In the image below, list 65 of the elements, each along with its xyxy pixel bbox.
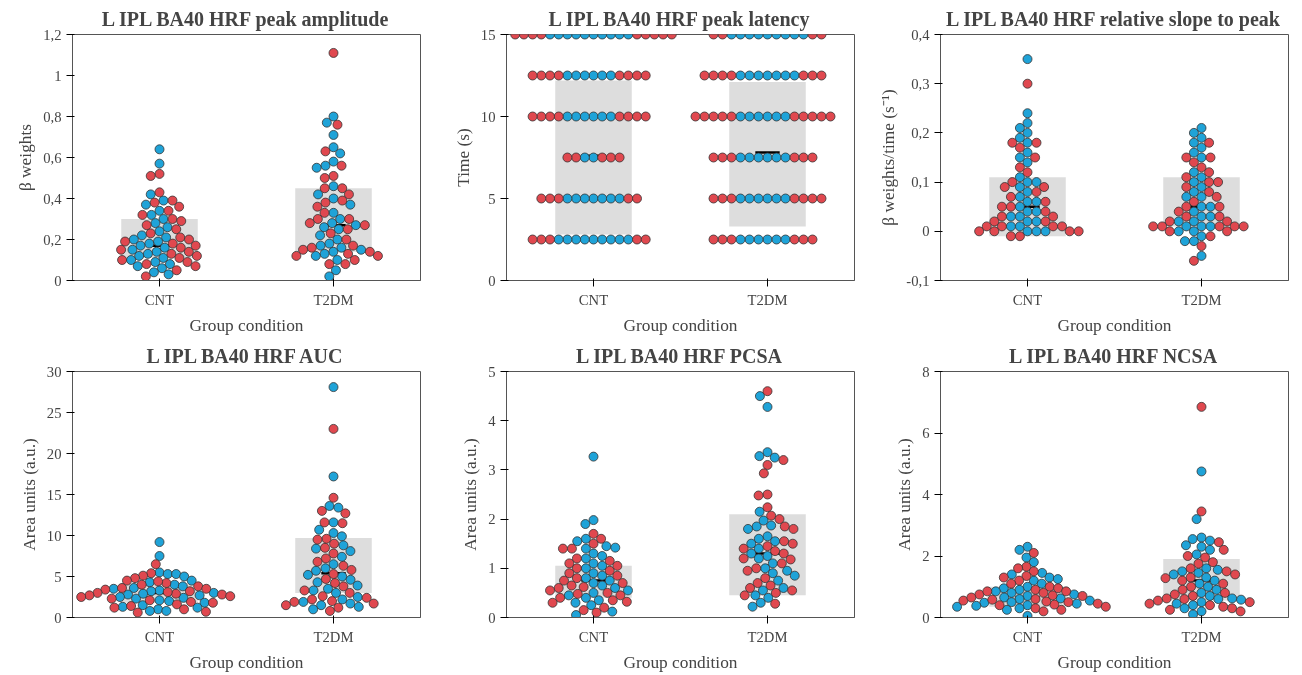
chart-title: L IPL BA40 HRF PCSA [576,344,783,367]
y-axis-title: Area units (a.u.) [461,437,481,551]
y-tick-label: 25 [46,404,62,421]
y-tick-label: 5 [488,190,496,207]
y-tick-label: 8 [922,363,930,380]
y-tick-label: 0,2 [911,124,930,141]
y-axis-title: Area units (a.u.) [895,437,915,551]
y-tick-label: 0 [54,272,62,289]
chart-title: L IPL BA40 HRF relative slope to peak [946,7,1281,31]
y-tick-label: 0 [488,272,496,289]
y-tick-label: 0,4 [911,26,931,43]
x-tick-label: T2DM [1181,291,1222,308]
y-tick-label: 1 [488,560,496,577]
x-tick-label: T2DM [747,291,788,308]
x-tick-label: CNT [578,291,609,308]
y-tick-label: 0,3 [911,75,930,92]
y-tick-label: 0,4 [43,190,63,207]
y-axis-title: Time (s) [453,127,473,187]
chart-title: L IPL BA40 HRF NCSA [1008,344,1218,367]
x-axis-title: Group condition [623,652,738,672]
y-tick-label: 2 [922,548,930,564]
y-axis-title: Area units (a.u.) [19,437,39,551]
x-tick-label: T2DM [313,628,354,645]
chart-title: L IPL BA40 HRF AUC [146,344,343,367]
y-tick-label: 0,6 [43,149,62,166]
y-tick-label: 15 [46,486,62,503]
y-tick-label: 5 [54,568,62,585]
x-tick-label: CNT [144,628,175,645]
y-tick-label: 20 [46,445,62,462]
y-axis-title: β weights [16,123,36,192]
y-tick-label: 15 [480,26,496,43]
chart-title: L IPL BA40 HRF peak amplitude [101,7,389,31]
y-tick-label: 0,1 [911,174,930,191]
x-tick-label: T2DM [1181,628,1222,645]
x-axis-title: Group condition [1057,652,1172,672]
y-tick-label: 0 [922,223,930,240]
x-axis-title: Group condition [1057,315,1172,335]
x-tick-label: CNT [1012,291,1043,308]
y-tick-label: 4 [922,486,931,503]
y-tick-label: 0 [54,609,62,626]
x-tick-label: T2DM [313,291,354,308]
y-tick-label: 3 [488,461,496,478]
x-tick-label: CNT [1012,628,1043,645]
x-axis-title: Group condition [623,315,738,335]
x-tick-label: CNT [144,291,175,308]
y-tick-label: 1,2 [43,26,62,43]
x-tick-label: CNT [578,628,609,645]
y-tick-label: 0 [922,609,930,626]
y-tick-label: 1 [54,67,62,84]
y-tick-label: 30 [46,363,62,380]
chart-title: L IPL BA40 HRF peak latency [548,7,810,31]
y-axis-title: β weights/time (s⁻¹) [879,89,899,226]
y-tick-label: 4 [488,412,497,429]
y-tick-label: 0,2 [43,231,62,248]
y-tick-label: 0,8 [43,108,62,125]
x-axis-title: Group condition [189,315,304,335]
y-tick-label: 10 [480,108,496,125]
x-tick-label: T2DM [747,628,788,645]
y-tick-label: 5 [488,363,496,380]
y-tick-label: 6 [922,425,930,441]
x-axis-title: Group condition [189,652,304,672]
y-tick-label: 10 [46,527,62,544]
y-tick-label: 0 [488,609,496,626]
y-tick-label: -0,1 [906,272,930,289]
y-tick-label: 2 [488,511,496,528]
